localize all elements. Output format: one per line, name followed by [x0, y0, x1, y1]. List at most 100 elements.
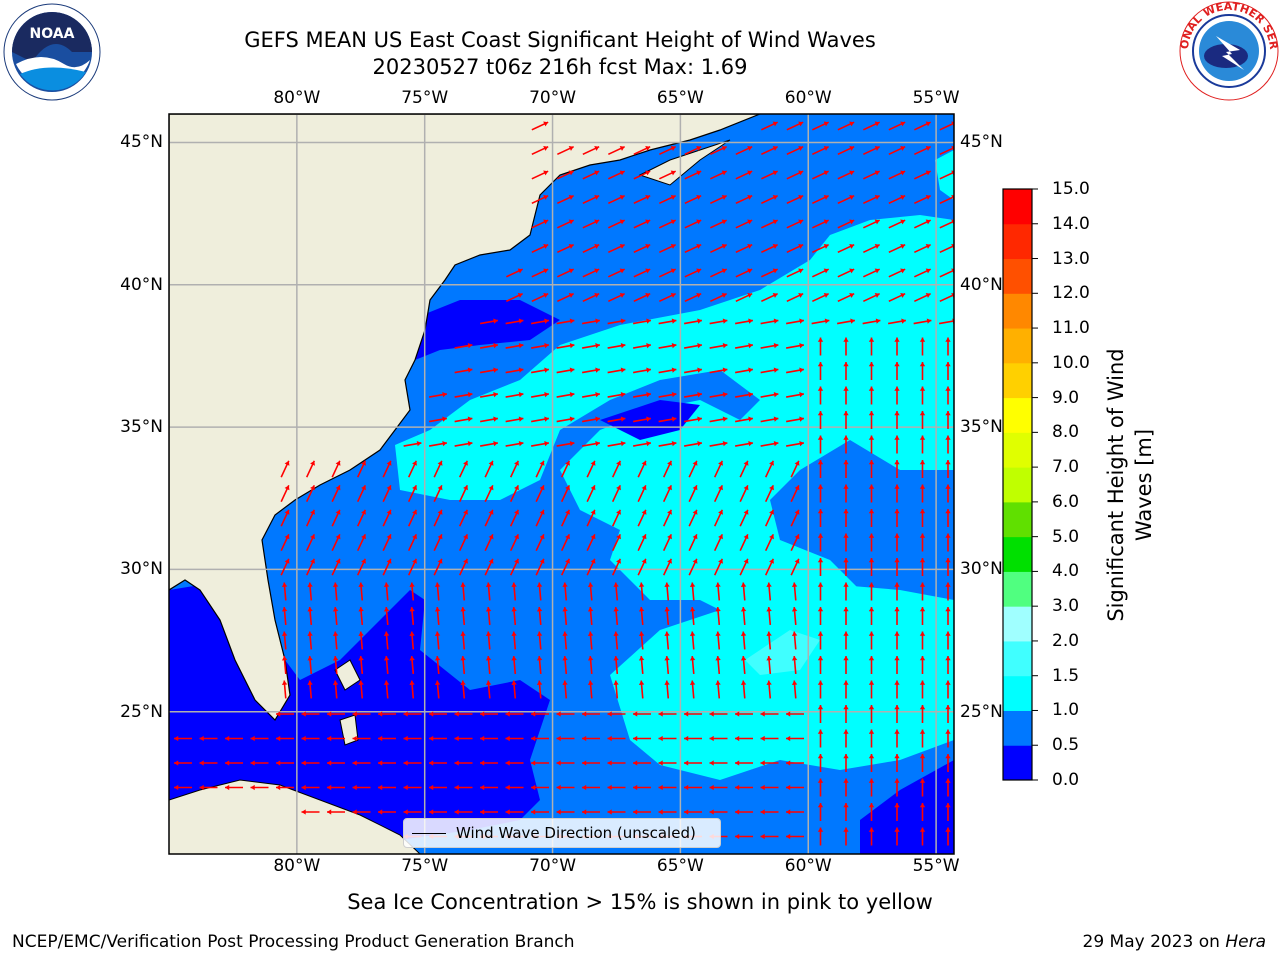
wave-direction-arrow: [383, 582, 390, 601]
wave-direction-arrow: [531, 243, 549, 254]
wave-direction-arrow: [407, 485, 418, 502]
wave-direction-arrow: [433, 558, 443, 576]
wave-direction-arrow: [760, 343, 779, 349]
wave-direction-arrow: [608, 145, 625, 156]
wave-direction-arrow: [535, 485, 545, 502]
wave-direction-arrow: [837, 243, 855, 254]
wave-direction-arrow: [684, 243, 702, 254]
wave-direction-arrow: [689, 631, 696, 650]
wave-direction-arrow: [403, 760, 422, 766]
wave-direction-arrow: [403, 809, 422, 815]
wave-direction-arrow: [505, 392, 524, 398]
wave-direction-arrow: [761, 243, 778, 254]
wave-direction-arrow: [613, 582, 619, 601]
wave-direction-arrow: [790, 534, 800, 551]
lat-label: 30°N: [120, 559, 163, 580]
wave-direction-arrow: [919, 656, 926, 674]
wave-direction-arrow: [684, 292, 702, 303]
wave-direction-arrow: [433, 509, 443, 527]
lat-label: 35°N: [120, 417, 163, 438]
wave-direction-arrow: [868, 803, 875, 821]
wave-direction-arrow: [862, 318, 881, 325]
wave-direction-arrow: [505, 343, 524, 349]
wave-direction-arrow: [817, 607, 824, 625]
wave-direction-arrow: [683, 416, 703, 423]
wave-direction-arrow: [735, 760, 753, 766]
colorbar-segment: [1003, 640, 1032, 677]
wave-direction-arrow: [531, 219, 549, 229]
wave-direction-arrow: [709, 784, 728, 791]
wave-direction-arrow: [484, 460, 494, 478]
wave-direction-arrow: [919, 460, 926, 478]
wave-direction-arrow: [305, 460, 316, 478]
wave-direction-arrow: [817, 558, 824, 576]
legend-line: [412, 832, 446, 834]
wave-direction-arrow: [484, 509, 494, 527]
wave-direction-arrow: [817, 362, 824, 380]
wave-direction-arrow: [531, 194, 549, 205]
wave-direction-arrow: [761, 145, 778, 156]
wave-direction-arrow: [785, 416, 805, 423]
wave-direction-arrow: [945, 705, 951, 723]
wave-region-low-4: [600, 400, 700, 440]
wave-direction-arrow: [760, 784, 779, 791]
wave-direction-arrow: [530, 441, 550, 447]
colorbar-segment: [1003, 606, 1032, 642]
wave-direction-arrow: [587, 655, 594, 675]
wave-direction-arrow: [429, 760, 447, 766]
wave-direction-arrow: [785, 343, 805, 349]
colorbar-tick-label: 2.0: [1052, 630, 1080, 651]
colorbar-segment: [1003, 328, 1032, 364]
wave-direction-arrow: [888, 243, 906, 254]
wave-direction-arrow: [536, 582, 543, 601]
wave-direction-arrow: [735, 194, 753, 205]
wave-direction-arrow: [919, 484, 926, 503]
lat-label: 35°N: [960, 417, 1003, 438]
wave-direction-arrow: [843, 607, 849, 625]
wave-direction-arrow: [480, 809, 498, 815]
wave-direction-arrow: [556, 784, 575, 791]
land-cuba: [169, 779, 421, 854]
wave-direction-arrow: [785, 392, 805, 398]
wave-direction-arrow: [688, 534, 698, 551]
wave-direction-arrow: [868, 460, 875, 478]
wave-direction-arrow: [557, 243, 574, 254]
date-text: 29 May 2023 on Hera: [1082, 932, 1267, 952]
wave-direction-arrow: [458, 485, 469, 502]
wave-direction-arrow: [509, 485, 520, 502]
wave-direction-arrow: [739, 460, 749, 478]
wave-direction-arrow: [919, 607, 926, 625]
wave-direction-arrow: [556, 735, 575, 742]
wave-direction-arrow: [791, 606, 798, 626]
wave-direction-arrow: [817, 705, 824, 723]
colorbar-tick-label: 3.0: [1052, 596, 1080, 617]
wave-direction-arrow: [843, 337, 849, 356]
wave-direction-arrow: [356, 534, 367, 551]
wave-direction-arrow: [734, 416, 754, 423]
wave-direction-arrow: [638, 655, 645, 675]
wave-direction-arrow: [843, 411, 849, 429]
wave-direction-arrow: [658, 343, 677, 349]
wave-direction-arrow: [837, 268, 855, 278]
lon-label: 55°W: [912, 856, 960, 876]
wave-direction-arrow: [713, 485, 724, 502]
wave-direction-arrow: [611, 485, 622, 502]
wave-direction-arrow: [479, 392, 499, 398]
wave-direction-arrow: [662, 558, 673, 576]
wave-direction-arrow: [485, 631, 492, 650]
colorbar-tick-label: 14.0: [1052, 213, 1090, 234]
wave-direction-arrow: [837, 292, 855, 303]
wave-direction-arrow: [868, 509, 875, 527]
lon-label: 80°W: [273, 88, 321, 108]
wave-direction-arrow: [535, 558, 545, 576]
wave-direction-arrow: [637, 558, 647, 576]
wave-direction-arrow: [356, 509, 367, 527]
wave-direction-arrow: [894, 582, 900, 601]
wave-direction-arrow: [633, 735, 651, 742]
wave-direction-arrow: [817, 386, 824, 405]
wave-direction-arrow: [683, 392, 703, 398]
land-bahamas: [334, 659, 361, 746]
wave-direction-arrow: [511, 606, 517, 626]
wave-direction-arrow: [709, 735, 728, 742]
